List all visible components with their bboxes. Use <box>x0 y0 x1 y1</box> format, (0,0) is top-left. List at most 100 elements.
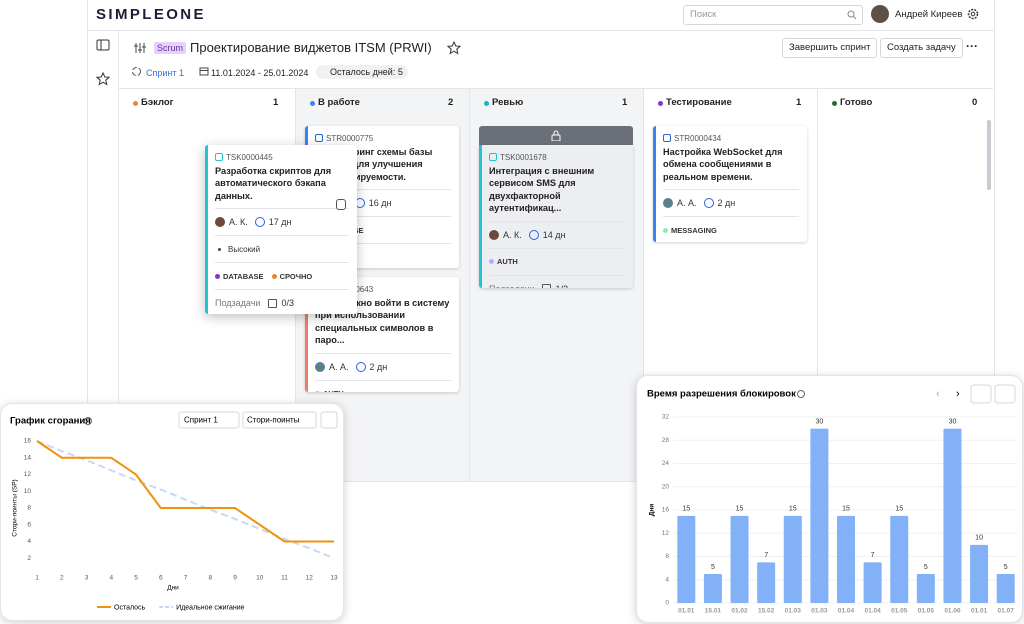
clock-icon <box>355 361 366 372</box>
user-name[interactable]: Андрей Киреев <box>895 9 963 20</box>
priority: Высокий <box>228 244 261 254</box>
y-tick-label: 4 <box>27 538 31 545</box>
x-tick-label: 10 <box>256 575 264 582</box>
card-id-row: TSK0001678 <box>489 151 625 163</box>
lock-icon <box>551 130 561 141</box>
assignee: А. А. <box>677 198 697 209</box>
clock-icon <box>703 198 714 209</box>
x-tick-label: 5 <box>134 575 138 582</box>
tag-name: AUTH <box>497 257 518 267</box>
y-tick-label: 14 <box>24 454 32 461</box>
card-id-row: STR0000434 <box>663 132 799 144</box>
column-count: 1 <box>796 97 802 108</box>
expand-button[interactable] <box>994 384 1016 404</box>
y-tick-label: 8 <box>27 505 31 512</box>
assignee-row: А. К. 17 дн <box>215 215 349 229</box>
expand-button[interactable] <box>320 411 338 429</box>
sprint-select-label[interactable]: Спринт 1 <box>184 416 218 425</box>
x-tick-label: 01.05 <box>918 608 935 615</box>
filter-icon[interactable] <box>133 42 147 54</box>
y-tick-label: 10 <box>24 488 32 495</box>
x-tick-label: 9 <box>233 575 237 582</box>
x-tick-label: 1 <box>35 575 39 582</box>
card-id-row: STR0000775 <box>315 132 451 144</box>
next-button[interactable]: › <box>956 388 960 400</box>
tag-name: СРОЧНО <box>279 271 313 281</box>
help-icon[interactable] <box>797 390 805 398</box>
x-tick-label: 01.03 <box>785 608 802 615</box>
sprint-name[interactable]: Спринт 1 <box>146 68 185 78</box>
metric-select-label[interactable]: Стори-поинты <box>247 416 300 425</box>
card-type-icon <box>663 134 671 142</box>
column-title: В работе <box>318 97 360 108</box>
column-count: 1 <box>273 97 279 108</box>
value-label: 5 <box>1004 564 1008 571</box>
tags-row: MESSAGING <box>663 223 799 237</box>
card-id: TSK0000445 <box>226 152 273 162</box>
x-tick-label: 01.07 <box>998 608 1015 615</box>
x-tick-label: 6 <box>159 575 163 582</box>
legend-label: Идеальное сжигание <box>176 604 244 611</box>
tag-name: MESSAGING <box>671 225 717 235</box>
card-title: Разработка скриптов для автоматического … <box>215 166 332 201</box>
assignee-row: А. А. 2 дн <box>663 196 799 210</box>
tag: AUTH <box>315 389 344 392</box>
burndown-chart: График сгорания Спринт 1 Стори-поинты 2 4… <box>10 411 338 611</box>
x-tick-label: 12 <box>306 575 314 582</box>
tag-name: DATABASE <box>223 271 264 281</box>
card-type-icon <box>315 134 323 142</box>
chart-title: График сгорания <box>10 416 91 427</box>
metric-select[interactable] <box>242 411 317 429</box>
panel-icon[interactable] <box>96 39 110 51</box>
help-icon[interactable] <box>84 417 92 425</box>
prev-button[interactable]: ‹ <box>936 388 940 400</box>
value-label: 15 <box>682 506 690 513</box>
calendar-button[interactable] <box>970 384 992 404</box>
card-title: Настройка WebSocket для обмена сообщения… <box>663 147 783 182</box>
task-card[interactable]: STR0000434 Настройка WebSocket для обмена… <box>653 126 807 242</box>
card-type-icon <box>489 153 497 161</box>
column-dot <box>484 101 489 106</box>
x-tick-label: 11 <box>281 575 288 582</box>
scrollbar[interactable] <box>987 120 991 190</box>
favorites-icon[interactable] <box>96 72 110 86</box>
bar <box>837 515 855 603</box>
column-title: Готово <box>840 97 873 108</box>
value-label: 15 <box>736 506 744 513</box>
assignee-avatar <box>315 361 325 372</box>
task-card[interactable]: TSK0000445 Разработка скриптов для автома… <box>205 145 357 314</box>
logo[interactable]: SIMPLEONE <box>96 6 206 23</box>
bar <box>863 562 882 603</box>
x-axis-label: Дни <box>167 585 179 592</box>
clock-icon <box>254 217 265 228</box>
bar <box>970 544 989 603</box>
divider <box>215 262 349 264</box>
days: 2 дн <box>717 198 736 209</box>
x-tick-label: 7 <box>184 575 188 582</box>
x-tick-label: 01.03 <box>811 608 828 615</box>
create-task-button[interactable]: Создать задачу <box>880 38 963 58</box>
user-avatar[interactable] <box>871 5 889 23</box>
sprint-dates: 11.01.2024 - 25.01.2024 <box>211 68 309 78</box>
subtasks-row: Подзадачи 1/2 <box>489 282 625 288</box>
tag-dot <box>489 259 494 265</box>
priority-dot <box>218 247 221 251</box>
settings-icon[interactable] <box>966 7 980 21</box>
bar <box>810 428 829 603</box>
search-box[interactable]: Поиск <box>683 5 863 25</box>
star-icon[interactable] <box>447 41 461 55</box>
tag-dot <box>663 227 668 233</box>
divider <box>663 216 799 218</box>
finish-sprint-button[interactable]: Завершить спринт <box>782 38 878 58</box>
bar <box>783 515 802 603</box>
priority-row: Высокий <box>215 242 349 256</box>
subtasks: 1/2 <box>555 284 568 288</box>
tag: MESSAGING <box>663 226 717 235</box>
y-tick-label: 28 <box>662 437 670 444</box>
assignee-row: А. А. 2 дн <box>315 360 451 374</box>
search-placeholder: Поиск <box>690 9 717 20</box>
sprint-select[interactable] <box>178 411 240 429</box>
task-card[interactable]: TSK0001678 Интеграция с внешним сервисом … <box>479 145 633 288</box>
more-menu[interactable]: ··· <box>966 39 978 53</box>
calendar-icon <box>199 67 209 76</box>
